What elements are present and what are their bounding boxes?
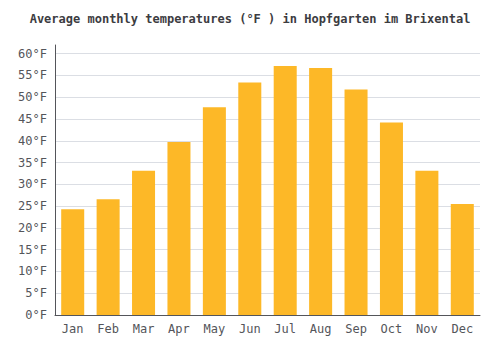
svg-text:40°F: 40°F <box>18 134 47 148</box>
svg-text:20°F: 20°F <box>18 221 47 235</box>
svg-text:25°F: 25°F <box>18 199 47 213</box>
svg-text:Oct: Oct <box>381 322 403 336</box>
svg-text:Feb: Feb <box>97 322 119 336</box>
svg-text:50°F: 50°F <box>18 90 47 104</box>
svg-text:Jul: Jul <box>274 322 296 336</box>
svg-text:Jun: Jun <box>239 322 261 336</box>
svg-text:Apr: Apr <box>168 322 190 336</box>
svg-text:5°F: 5°F <box>25 286 47 300</box>
svg-text:55°F: 55°F <box>18 68 47 82</box>
svg-text:Average monthly temperatures (: Average monthly temperatures (°F ) in Ho… <box>30 12 471 26</box>
svg-text:45°F: 45°F <box>18 112 47 126</box>
svg-text:Aug: Aug <box>310 322 332 336</box>
svg-text:Sep: Sep <box>345 322 367 336</box>
svg-text:Nov: Nov <box>416 322 438 336</box>
svg-text:30°F: 30°F <box>18 177 47 191</box>
svg-text:Mar: Mar <box>133 322 155 336</box>
svg-text:60°F: 60°F <box>18 47 47 61</box>
svg-text:Dec: Dec <box>451 322 473 336</box>
svg-text:35°F: 35°F <box>18 156 47 170</box>
svg-text:May: May <box>204 322 226 336</box>
svg-text:10°F: 10°F <box>18 264 47 278</box>
svg-text:15°F: 15°F <box>18 243 47 257</box>
svg-text:0°F: 0°F <box>25 308 47 322</box>
svg-text:Jan: Jan <box>62 322 84 336</box>
